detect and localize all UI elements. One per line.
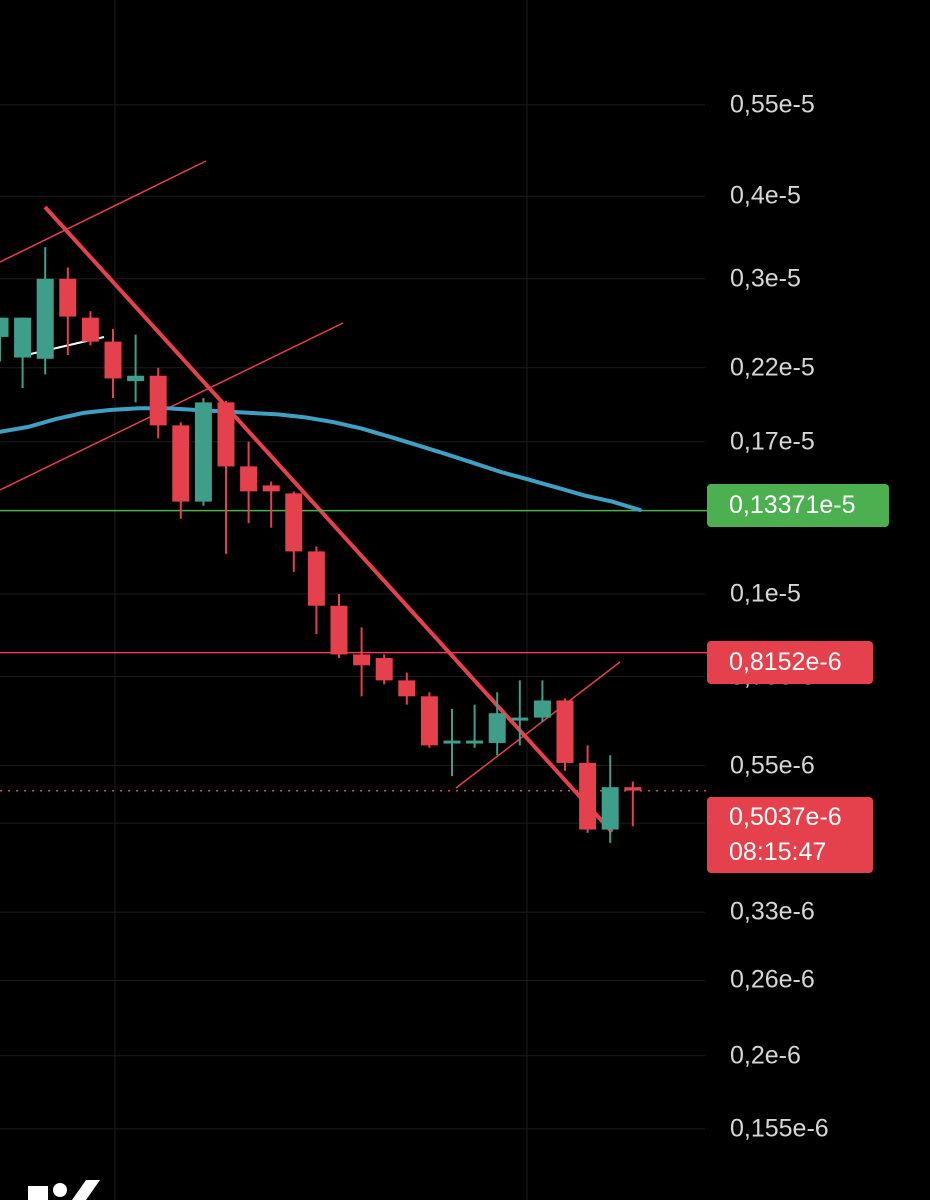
grid-lines (0, 0, 705, 1200)
candle-body (59, 278, 77, 317)
candle-body (624, 787, 642, 791)
candle-body (240, 466, 258, 492)
candle-body (398, 680, 416, 697)
candle (127, 334, 145, 403)
candle (511, 680, 529, 746)
price-axis-tick: 0,2e-6 (730, 1041, 801, 1070)
candle-body (330, 605, 348, 655)
candle (398, 672, 416, 705)
candle (556, 698, 574, 771)
candle-body (81, 317, 99, 342)
candle (624, 781, 642, 827)
candle (601, 755, 619, 843)
candlestick-series (0, 247, 642, 843)
candle (104, 328, 122, 399)
candle (262, 481, 280, 528)
price-axis-tick: 0,26e-6 (730, 965, 815, 994)
candle (533, 680, 551, 723)
candle (81, 311, 99, 346)
price-axis-tick: 0,17e-5 (730, 427, 815, 456)
trend-drawings[interactable] (0, 160, 621, 834)
candle-body (0, 317, 9, 337)
candle (375, 654, 393, 685)
candle-body (601, 787, 619, 830)
candle (217, 400, 235, 554)
candle (0, 317, 9, 362)
candle-body (533, 700, 551, 718)
candle-body (104, 341, 122, 379)
candle (353, 627, 371, 697)
moving-average-price-tag: 0,13371e-5 (707, 484, 889, 527)
candle-body (307, 551, 325, 606)
candle (240, 441, 258, 524)
candle-body (14, 317, 32, 358)
price-axis-tick: 0,55e-6 (730, 751, 815, 780)
candle (466, 704, 484, 748)
tradingview-logo (28, 1180, 100, 1200)
candle-body (511, 717, 529, 721)
candle (172, 422, 190, 519)
candle-body (127, 375, 145, 382)
candle-body (36, 278, 54, 359)
price-axis-tick: 0,22e-5 (730, 353, 815, 382)
candle-body (353, 654, 371, 666)
price-axis-tick: 0,155e-6 (730, 1114, 829, 1143)
candle-body (556, 700, 574, 763)
candle (330, 594, 348, 659)
candle-body (488, 713, 506, 743)
candle (59, 267, 77, 356)
moving-average-line (0, 406, 642, 512)
candle (149, 367, 167, 439)
rising-support-line (455, 661, 621, 789)
bar-countdown: 08:15:47 (729, 838, 827, 866)
price-axis-tick: 0,33e-6 (730, 897, 815, 926)
price-axis-tick: 0,4e-5 (730, 181, 801, 210)
candle (420, 692, 438, 748)
resistance-price-tag: 0,8152e-6 (707, 641, 873, 684)
price-axis-tick: 0,1e-5 (730, 579, 801, 608)
candle-body (149, 375, 167, 426)
candle-body (466, 740, 484, 744)
candle (36, 247, 54, 375)
candle-body (285, 493, 303, 552)
price-axis-tick: 0,55e-5 (730, 90, 815, 119)
candle-body (375, 658, 393, 681)
candle (285, 491, 303, 572)
channel-lower-line (0, 322, 344, 491)
candle (194, 398, 212, 506)
main-downtrend-line (43, 205, 614, 834)
candle (307, 546, 325, 634)
channel-upper-line (0, 160, 207, 263)
candle-body (217, 402, 235, 467)
candle-body (579, 762, 597, 830)
candle (579, 745, 597, 833)
candle-body (262, 485, 280, 492)
candle-body (443, 740, 461, 744)
price-axis-tick: 0,3e-5 (730, 264, 801, 293)
last-price-tag: 0,5037e-6 08:15:47 (707, 797, 873, 873)
candle-body (420, 696, 438, 746)
candle (14, 317, 32, 389)
candle (488, 692, 506, 756)
candle-body (172, 425, 190, 502)
last-price-value: 0,5037e-6 (729, 803, 842, 831)
candle-body (194, 402, 212, 502)
price-levels (0, 509, 707, 792)
candle (443, 708, 461, 777)
